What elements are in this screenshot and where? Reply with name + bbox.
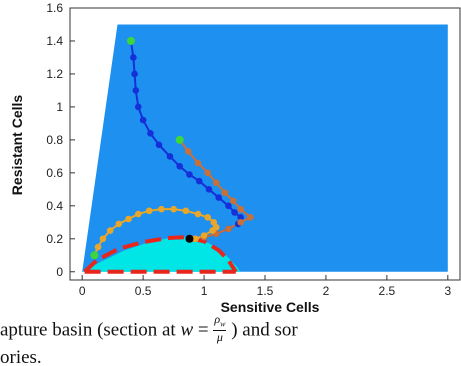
- trajectory-point: [131, 70, 138, 78]
- trajectory-point: [147, 129, 154, 137]
- trajectory-point: [186, 171, 193, 178]
- x-axis-label: Sensitive Cells: [221, 299, 320, 315]
- trajectory-point: [134, 210, 142, 218]
- trajectory-point: [237, 205, 244, 213]
- caption-text-start: apture basin (section at: [0, 319, 176, 341]
- trajectory-point: [94, 243, 102, 251]
- basin-region-0: [82, 24, 448, 272]
- start-point: [90, 251, 99, 260]
- caption-fraction: ρw μ: [213, 316, 227, 345]
- figure-caption: apture basin (section at w = ρw μ ) and …: [0, 316, 461, 366]
- trajectory-point: [134, 103, 142, 111]
- trajectory-point: [225, 202, 232, 210]
- caption-w-symbol: w: [180, 319, 194, 341]
- trajectory-point: [204, 169, 212, 177]
- trajectory-point: [155, 141, 163, 149]
- y-tick-label: 1.6: [46, 1, 63, 15]
- trajectory-point: [139, 116, 147, 124]
- trajectory-point: [176, 162, 183, 170]
- phase-portrait-chart: 0 0.5 1 1.5 2 2.5 3 0 0.2 0.4 0.6 0.8 1 1.2 1.4 1.6 Sen…: [9, 1, 461, 315]
- trajectory-point: [209, 227, 216, 234]
- trajectory-point: [182, 207, 190, 215]
- trajectory-point: [115, 220, 123, 228]
- trajectory-point: [215, 194, 222, 201]
- fraction-numerator: ρw: [213, 316, 227, 332]
- x-tick-label: 0.5: [135, 284, 152, 298]
- trajectory-point: [221, 189, 229, 196]
- axes: 0 0.5 1 1.5 2 2.5 3 0 0.2 0.4 0.6 0.8 1 1.2 1.4 1.6: [46, 1, 461, 298]
- caption-line-2: ories.: [0, 347, 42, 366]
- y-tick-label: 0.4: [46, 199, 63, 213]
- x-tick-label: 1.5: [257, 284, 274, 298]
- trajectory-point: [170, 205, 177, 213]
- basin-boundary-curve: [83, 235, 238, 274]
- y-tick-label: 1: [56, 100, 63, 114]
- caption-equals: =: [197, 319, 209, 341]
- rho-symbol: ρ: [214, 316, 221, 326]
- x-tick-label: 3: [444, 284, 451, 298]
- trajectory-point: [166, 153, 174, 160]
- trajectory-point: [106, 227, 114, 234]
- x-tick-label: 1: [201, 284, 208, 298]
- trajectory-point: [247, 214, 254, 221]
- trajectory-point: [212, 179, 220, 187]
- trajectory-point: [225, 225, 232, 233]
- fraction-denominator: μ: [216, 330, 223, 345]
- x-tick-label: 2: [323, 284, 330, 298]
- trajectory-point: [200, 232, 208, 239]
- start-point: [175, 135, 184, 144]
- y-tick-label: 1.2: [46, 67, 63, 81]
- x-tick-label: 2.5: [379, 284, 396, 298]
- y-tick-label: 0: [56, 265, 63, 279]
- y-tick-label: 1.4: [46, 34, 63, 48]
- trajectory-point: [99, 235, 107, 243]
- trajectory-point: [194, 210, 202, 218]
- trajectory-point: [205, 186, 213, 193]
- trajectory-point: [192, 235, 199, 243]
- trajectory-point: [158, 205, 165, 213]
- y-tick-label: 0.6: [46, 166, 63, 180]
- trajectory-point: [237, 214, 244, 221]
- trajectory-point: [204, 214, 212, 221]
- trajectory-point: [231, 209, 238, 216]
- y-axis-label: Resistant Cells: [9, 95, 25, 196]
- equilibrium-point: [185, 234, 194, 243]
- trajectory-point: [194, 159, 202, 167]
- trajectory-point: [130, 54, 137, 61]
- trajectory-point: [210, 219, 218, 226]
- caption-line-1: apture basin (section at w = ρw μ ) and …: [0, 316, 298, 346]
- trajectory-markers: [90, 36, 254, 260]
- trajectory-point: [184, 148, 192, 155]
- x-tick-label: 0: [79, 284, 86, 298]
- trajectory-point: [125, 215, 132, 223]
- trajectory-point: [132, 87, 140, 94]
- y-tick-label: 0.2: [46, 232, 63, 246]
- basin-region-1: [82, 237, 241, 272]
- trajectory-point: [237, 219, 244, 226]
- caption-text-end: ) and sor: [231, 319, 298, 341]
- rho-subscript: w: [220, 319, 226, 329]
- trajectory-point: [230, 197, 237, 205]
- trajectory-point: [145, 207, 153, 215]
- trajectory-point: [195, 177, 203, 185]
- start-point: [126, 36, 135, 45]
- y-tick-label: 0.8: [46, 133, 63, 147]
- basin-regions: [82, 24, 448, 274]
